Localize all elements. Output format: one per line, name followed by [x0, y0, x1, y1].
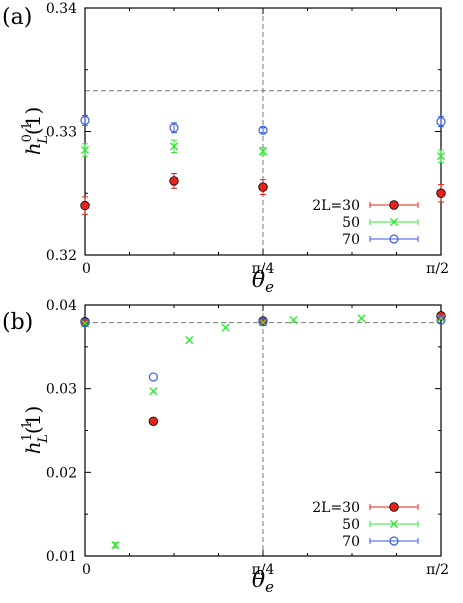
y-axis-title-text: h1,1L(1): [20, 406, 51, 455]
panel-label: (b): [2, 310, 33, 335]
y-tick-label: 0.04: [46, 298, 77, 314]
data-point: [258, 147, 268, 156]
y-axis-title-part: L: [36, 135, 51, 145]
plot-frame: [84, 304, 442, 557]
data-point: [169, 123, 179, 133]
y-tick-label: 0.02: [46, 465, 77, 481]
data-point: [436, 152, 446, 161]
y-axis-title-part: h: [21, 441, 45, 454]
y-axis-title: h0,1L(1): [20, 107, 51, 156]
data-point: [221, 323, 230, 332]
y-axis-title-part: (1): [21, 406, 45, 434]
legend-label: 70: [342, 232, 360, 248]
y-axis-title: h1,1L(1): [20, 406, 51, 455]
legend-label: 50: [342, 215, 360, 231]
legend-marker: [389, 200, 399, 210]
data-point: [148, 372, 158, 382]
y-tick-label: 0.03: [46, 382, 77, 398]
series-70: 70: [80, 315, 446, 550]
legend-marker: [389, 234, 399, 244]
data-point: [80, 115, 90, 125]
x-tick-label: π/2: [426, 261, 449, 277]
data-point: [436, 188, 446, 198]
data-point: [436, 117, 446, 127]
legend-marker: [389, 536, 399, 546]
data-point: [80, 317, 90, 328]
series-70: 70: [80, 114, 446, 248]
data-point: [258, 182, 268, 192]
y-axis-title-part: h: [21, 142, 45, 155]
series-2l30: 2L=30: [80, 172, 446, 215]
x-tick-label: π/4: [252, 562, 275, 578]
y-axis-title-part: 0,1: [20, 122, 35, 143]
panel-b: 0 π/4 π/2 0.01 0.02 0.03 0.04 (b) θe h1,1L(1) 2L=3…: [2, 298, 449, 596]
data-point: [289, 315, 298, 325]
y-tick-label: 0.32: [46, 248, 77, 264]
x-axis-title: θe: [252, 568, 274, 596]
legend-marker: [389, 502, 399, 512]
x-axis-title-symbol: θ: [252, 268, 265, 293]
x-axis-title-subscript: e: [265, 578, 274, 596]
panel-label: (a): [2, 5, 32, 30]
data-point: [148, 416, 159, 426]
legend-marker: [389, 217, 399, 227]
panel-a: 0 π/4 π/2 0.32 0.33 0.34 (a) θe h0,1L(1) 2L=30507…: [2, 1, 449, 296]
y-tick-label: 0.33: [46, 125, 77, 141]
legend-label: 70: [342, 534, 360, 550]
data-point: [80, 145, 90, 155]
data-point: [80, 200, 90, 211]
y-tick-label: 0.34: [46, 1, 77, 17]
data-point: [169, 142, 179, 151]
legend-label: 50: [342, 517, 360, 533]
y-axis-title-text: h0,1L(1): [20, 107, 51, 156]
x-tick-label: π/2: [426, 562, 449, 578]
series-50: 50: [80, 139, 446, 231]
data-point: [149, 387, 158, 396]
series-50: 50: [80, 314, 446, 550]
legend-label: 2L=30: [312, 500, 360, 516]
y-axis-title-part: (1): [21, 107, 45, 135]
y-axis-title-part: 1,1: [20, 421, 35, 442]
data-point: [111, 541, 120, 550]
series-2l30: 2L=30: [80, 311, 446, 516]
x-axis-title-symbol: θ: [252, 568, 265, 593]
x-tick-label: 0: [82, 261, 91, 277]
data-point: [357, 314, 366, 323]
data-point: [436, 314, 446, 323]
data-point: [258, 125, 268, 135]
data-point: [185, 336, 194, 345]
legend-label: 2L=30: [312, 198, 360, 214]
x-tick-label: 0: [82, 562, 91, 578]
data-point: [436, 315, 446, 325]
y-tick-label: 0.01: [46, 549, 77, 565]
legend-marker: [389, 519, 399, 529]
x-tick-label: π/4: [252, 261, 275, 277]
x-axis-title-subscript: e: [265, 278, 274, 296]
data-point: [169, 176, 179, 186]
data-point: [258, 317, 268, 327]
x-axis-title: θe: [252, 268, 274, 296]
y-axis-title-part: L: [36, 434, 51, 444]
